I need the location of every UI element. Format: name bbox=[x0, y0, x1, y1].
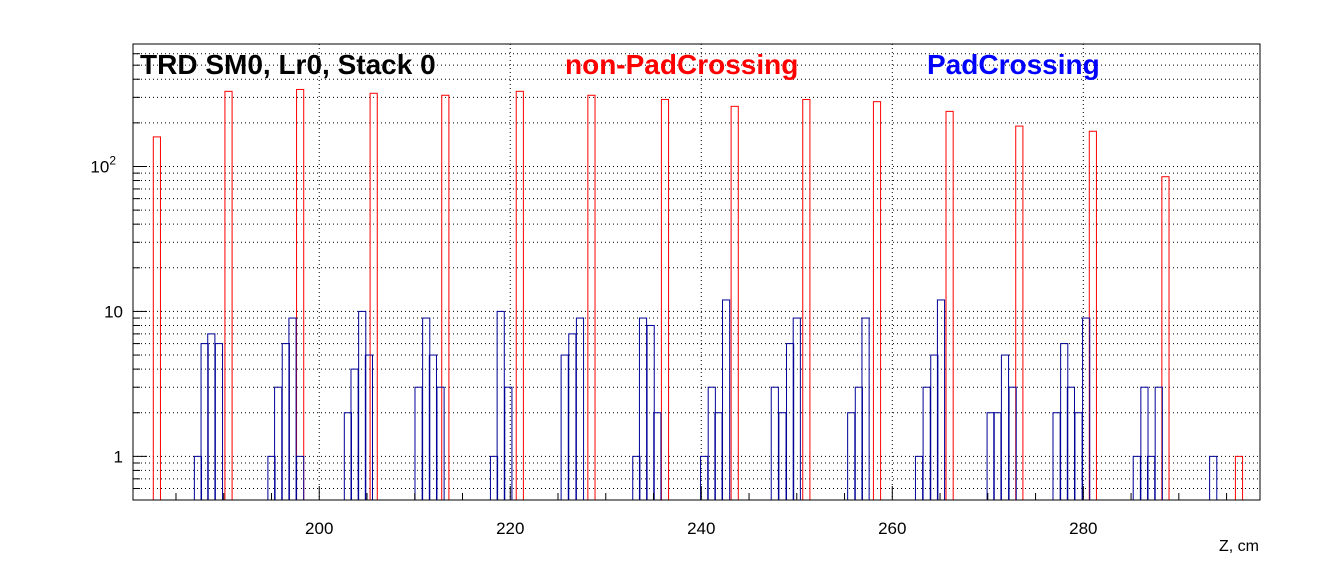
series-layer bbox=[152, 88, 1244, 501]
x-tick-label: 240 bbox=[687, 519, 715, 538]
chart-title: TRD SM0, Lr0, Stack 0 bbox=[140, 49, 436, 80]
grid-lines bbox=[133, 44, 1260, 500]
y-tick-label-base: 10 bbox=[90, 157, 109, 176]
y-tick-label: 102 bbox=[90, 153, 116, 176]
plot-frame bbox=[132, 43, 1261, 501]
y-tick-label: 10 bbox=[104, 302, 123, 321]
x-tick-label: 200 bbox=[305, 519, 333, 538]
legend-label-padcrossing: PadCrossing bbox=[927, 49, 1100, 80]
x-tick-label: 260 bbox=[878, 519, 906, 538]
x-axis-title: Z, cm bbox=[1219, 538, 1259, 555]
x-tick-label: 220 bbox=[496, 519, 524, 538]
x-tick-label: 280 bbox=[1069, 519, 1097, 538]
y-tick-label-exponent: 2 bbox=[109, 153, 116, 167]
y-tick-label: 1 bbox=[114, 447, 123, 466]
legend-label-non-padcrossing: non-PadCrossing bbox=[565, 49, 798, 80]
